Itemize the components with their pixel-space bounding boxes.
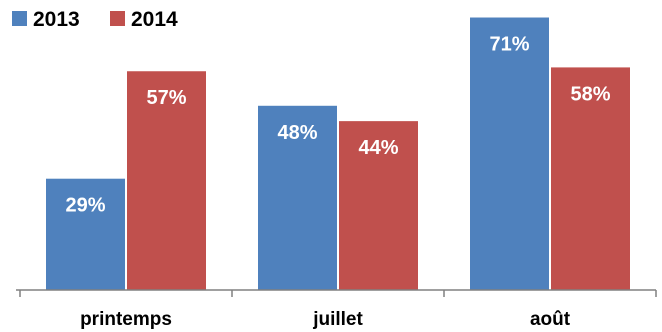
data-label-2013-aout: 71% (489, 34, 529, 56)
x-tick-label-printemps: printemps (80, 309, 172, 330)
data-label-2014-printemps: 57% (146, 87, 186, 109)
data-label-2014-juillet: 44% (358, 137, 398, 159)
data-label-2014-aout: 58% (570, 83, 610, 105)
x-axis: printemps juillet août (16, 289, 657, 330)
bar-2014-printemps (127, 71, 206, 290)
bar-2013-printemps (46, 178, 125, 290)
x-tick-label-juillet: juillet (312, 309, 363, 330)
legend-swatch-2014 (110, 11, 125, 26)
legend-label-2014: 2014 (131, 8, 178, 31)
bar-2013-aout (470, 17, 549, 290)
bar-2014-juillet (339, 121, 418, 290)
legend: 2013 2014 (12, 8, 178, 31)
legend-swatch-2013 (12, 11, 27, 26)
bars: 29% 57% 48% 44% 71% 58% (46, 17, 630, 291)
bar-2014-aout (551, 67, 630, 291)
bar-2013-juillet (258, 105, 337, 290)
legend-label-2013: 2013 (33, 8, 80, 31)
data-label-2013-printemps: 29% (65, 195, 105, 217)
x-tick-label-aout: août (530, 309, 571, 330)
data-label-2013-juillet: 48% (277, 122, 317, 144)
